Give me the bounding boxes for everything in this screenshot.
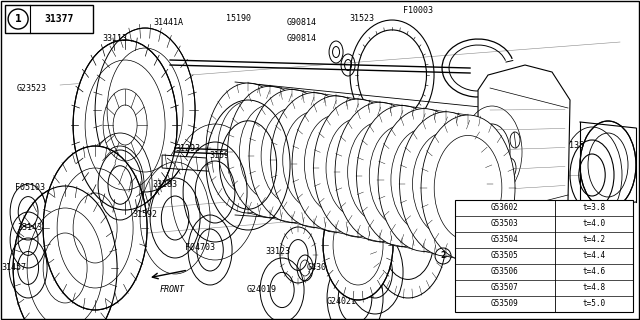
Ellipse shape xyxy=(399,112,493,256)
Text: t=4.0: t=4.0 xyxy=(582,220,605,228)
Text: G90814: G90814 xyxy=(287,34,317,43)
Text: G53507: G53507 xyxy=(491,284,519,292)
Text: 33128: 33128 xyxy=(326,237,351,246)
Ellipse shape xyxy=(228,86,312,218)
Text: t=4.4: t=4.4 xyxy=(582,252,605,260)
Text: 1: 1 xyxy=(15,14,22,24)
Text: 31592: 31592 xyxy=(132,211,157,220)
Text: G53505: G53505 xyxy=(491,252,519,260)
Text: 31457: 31457 xyxy=(2,263,27,272)
Text: t=3.8: t=3.8 xyxy=(582,204,605,212)
Text: G90814: G90814 xyxy=(287,18,317,27)
Text: G53509: G53509 xyxy=(491,300,519,308)
Ellipse shape xyxy=(378,108,470,252)
Text: J20888: J20888 xyxy=(483,156,513,164)
Text: F05103: F05103 xyxy=(15,183,45,193)
Ellipse shape xyxy=(271,92,358,228)
Text: t=4.2: t=4.2 xyxy=(582,236,605,244)
Text: G25003: G25003 xyxy=(383,228,413,236)
Ellipse shape xyxy=(43,146,147,310)
Text: 33283: 33283 xyxy=(152,180,177,189)
Text: G53503: G53503 xyxy=(491,220,519,228)
Text: F10003: F10003 xyxy=(403,5,433,14)
Polygon shape xyxy=(162,155,340,180)
Text: t=5.0: t=5.0 xyxy=(582,300,605,308)
Text: t=4.6: t=4.6 xyxy=(582,268,605,276)
Text: G53602: G53602 xyxy=(491,204,519,212)
Polygon shape xyxy=(478,65,570,240)
Text: 31377: 31377 xyxy=(44,14,74,24)
Ellipse shape xyxy=(335,102,425,242)
Ellipse shape xyxy=(356,105,447,247)
Text: G73521: G73521 xyxy=(537,157,567,166)
Text: G24021: G24021 xyxy=(327,298,357,307)
Bar xyxy=(5,5,93,33)
Text: FRONT: FRONT xyxy=(159,285,184,294)
Text: 15190: 15190 xyxy=(225,13,251,22)
Bar xyxy=(455,200,633,312)
Text: 33113: 33113 xyxy=(102,34,127,43)
Ellipse shape xyxy=(249,89,335,223)
Ellipse shape xyxy=(95,28,195,192)
Ellipse shape xyxy=(206,83,290,213)
Text: G53506: G53506 xyxy=(491,268,519,276)
Text: G43005: G43005 xyxy=(307,263,337,272)
Text: 31441A: 31441A xyxy=(153,18,183,27)
Text: 33143: 33143 xyxy=(18,223,43,233)
Ellipse shape xyxy=(73,40,177,210)
Text: 31293: 31293 xyxy=(175,143,200,153)
Ellipse shape xyxy=(421,115,515,261)
Text: 31288: 31288 xyxy=(356,268,381,276)
Text: F04703: F04703 xyxy=(185,244,215,252)
Text: t=4.8: t=4.8 xyxy=(582,284,605,292)
Text: 2: 2 xyxy=(440,252,445,260)
Ellipse shape xyxy=(323,190,393,300)
Text: G53504: G53504 xyxy=(491,236,519,244)
Text: G24019: G24019 xyxy=(247,285,277,294)
Ellipse shape xyxy=(314,99,403,237)
Text: 32135: 32135 xyxy=(559,140,584,149)
Text: 33123: 33123 xyxy=(266,247,291,257)
Ellipse shape xyxy=(13,186,117,320)
Ellipse shape xyxy=(292,96,380,232)
Ellipse shape xyxy=(580,121,636,209)
Text: 31593: 31593 xyxy=(209,150,235,159)
Text: 31523: 31523 xyxy=(349,13,374,22)
Text: 31331: 31331 xyxy=(449,190,474,199)
Text: A170001292: A170001292 xyxy=(582,305,632,314)
Text: G23523: G23523 xyxy=(17,84,47,92)
